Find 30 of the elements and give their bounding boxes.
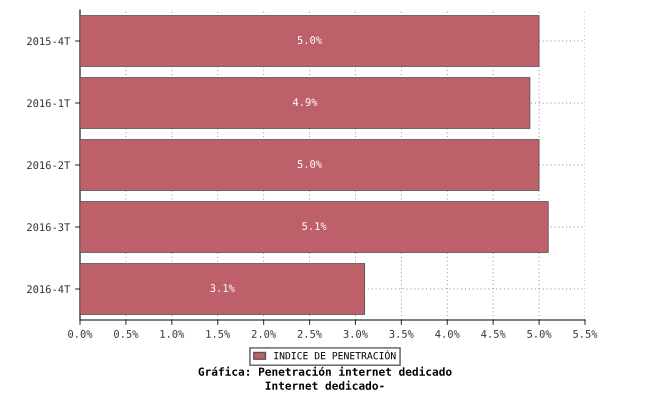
x-tick-label: 5.5% [573,330,598,338]
x-tick-label: 2.0% [252,330,276,338]
data-label: 4.9% [292,98,318,106]
x-tick-label: 0.5% [114,330,138,338]
x-tick-label: 1.0% [160,330,184,338]
x-tick-label: 5.0% [527,330,552,338]
x-tick-label: 4.5% [481,330,506,338]
text: Internet dedicado- [266,380,384,390]
data-label: 5.1% [302,222,327,230]
x-tick-label: 4.0% [435,330,460,338]
y-tick-label: 2015-4T [27,37,70,46]
x-tick-label: 3.5% [390,330,414,338]
y-tick-label: 2016-2T [27,161,70,170]
x-tick-label: 0.0% [68,330,92,338]
legend-label: INDICE DE PENETRACIÓN [274,350,396,360]
data-label: 5.0% [298,160,322,168]
bar [80,77,530,129]
bar [80,139,540,191]
x-tick-label: 1.5% [206,330,230,338]
text: Gráfica: Penetración internet dedicado [198,366,452,376]
bar [80,201,549,253]
x-tick-label: 3.0% [344,330,368,338]
data-label: 5.0% [298,36,322,44]
data-label: 3.1% [210,284,235,292]
bar [80,15,540,67]
x-tick-label: 2.5% [298,330,322,338]
y-tick-label: 2016-4T [27,285,70,294]
y-tick-label: 2016-1T [27,99,70,108]
y-tick-label: 2016-3T [27,223,70,232]
bar [80,263,366,315]
